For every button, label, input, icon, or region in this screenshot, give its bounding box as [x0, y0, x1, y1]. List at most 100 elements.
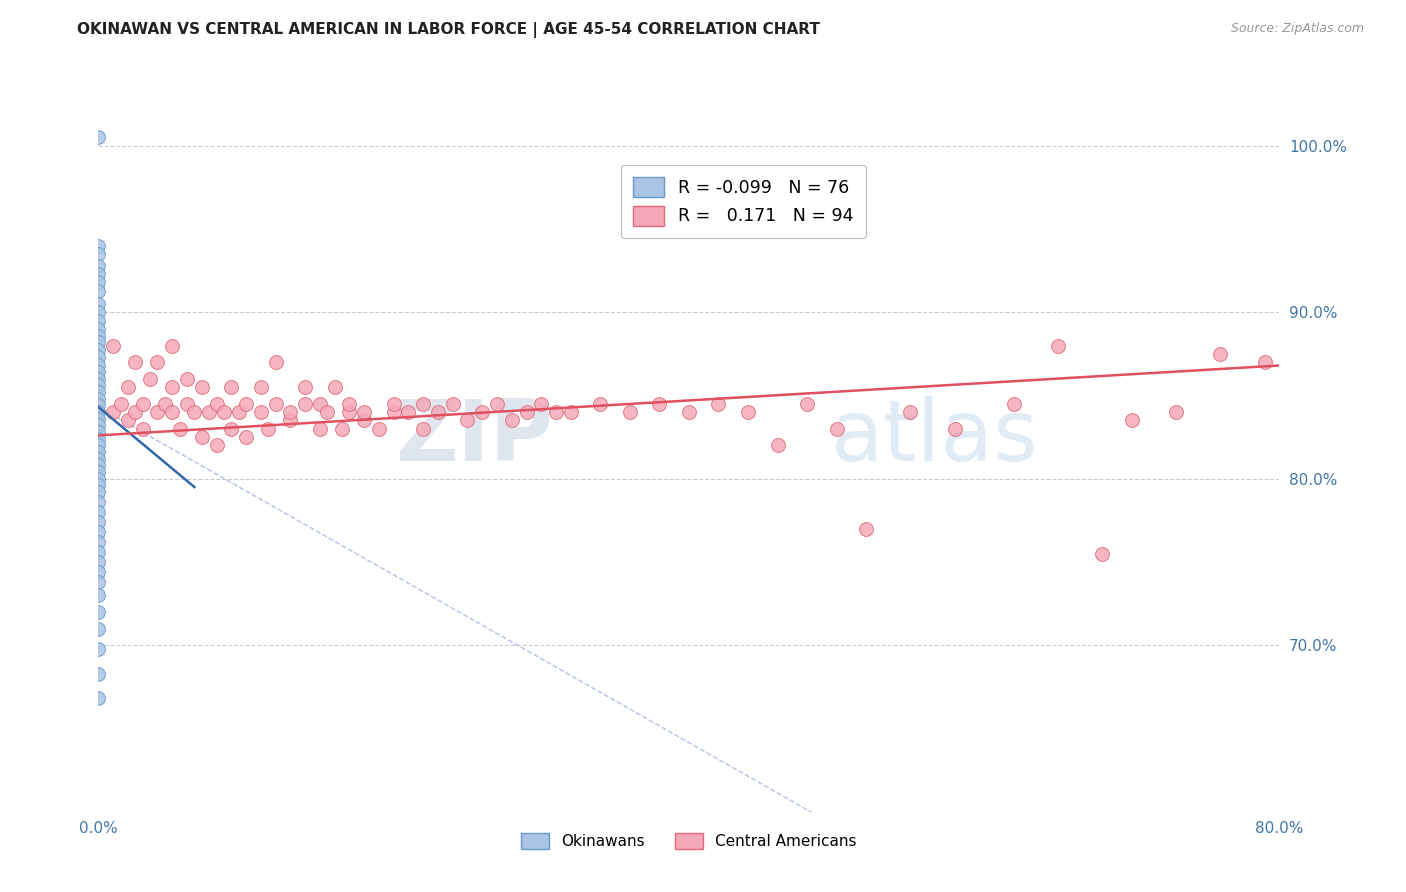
Point	[457, 413, 479, 427]
Point	[191, 380, 214, 394]
Point	[471, 405, 494, 419]
Point	[87, 305, 110, 319]
Point	[87, 238, 110, 252]
Point	[87, 297, 110, 311]
Point	[183, 405, 205, 419]
Point	[707, 397, 730, 411]
Point	[87, 565, 110, 579]
Point	[382, 405, 405, 419]
Point	[87, 350, 110, 364]
Point	[87, 524, 110, 539]
Point	[264, 397, 287, 411]
Point	[87, 545, 110, 559]
Point	[87, 515, 110, 529]
Point	[943, 422, 966, 436]
Point	[87, 259, 110, 273]
Point	[124, 355, 146, 369]
Point	[309, 422, 332, 436]
Point	[162, 405, 183, 419]
Point	[87, 535, 110, 549]
Point	[87, 445, 110, 459]
Point	[294, 380, 316, 394]
Point	[87, 411, 110, 425]
Point	[87, 418, 110, 433]
Point	[153, 397, 176, 411]
Point	[501, 413, 523, 427]
Point	[87, 451, 110, 466]
Point	[87, 574, 110, 589]
Point	[87, 328, 110, 343]
Point	[619, 405, 641, 419]
Point	[87, 267, 110, 281]
Point	[87, 372, 110, 386]
Point	[294, 397, 316, 411]
Point	[516, 405, 538, 419]
Point	[132, 422, 155, 436]
Point	[87, 458, 110, 473]
Text: atlas: atlas	[831, 395, 1039, 479]
Point	[205, 397, 228, 411]
Text: ZIP: ZIP	[395, 395, 553, 479]
Point	[87, 130, 110, 145]
Point	[427, 405, 450, 419]
Point	[87, 313, 110, 327]
Legend: Okinawans, Central Americans: Okinawans, Central Americans	[513, 825, 865, 856]
Point	[228, 405, 250, 419]
Point	[87, 425, 110, 439]
Point	[87, 666, 110, 681]
Point	[1209, 347, 1232, 361]
Point	[1121, 413, 1143, 427]
Point	[280, 413, 302, 427]
Point	[441, 397, 464, 411]
Point	[368, 422, 391, 436]
Point	[678, 405, 700, 419]
Point	[1091, 547, 1114, 561]
Point	[1166, 405, 1188, 419]
Point	[205, 438, 228, 452]
Point	[87, 365, 110, 379]
Point	[87, 555, 110, 569]
Point	[162, 338, 183, 352]
Point	[796, 397, 818, 411]
Point	[87, 322, 110, 336]
Point	[146, 355, 169, 369]
Point	[87, 438, 110, 452]
Point	[87, 335, 110, 350]
Point	[87, 275, 110, 289]
Point	[87, 478, 110, 492]
Point	[110, 397, 132, 411]
Point	[353, 405, 375, 419]
Point	[162, 380, 183, 394]
Point	[87, 495, 110, 509]
Point	[198, 405, 221, 419]
Point	[87, 392, 110, 406]
Point	[339, 405, 361, 419]
Point	[87, 588, 110, 602]
Point	[146, 405, 169, 419]
Point	[589, 397, 612, 411]
Point	[87, 405, 110, 419]
Point	[648, 397, 671, 411]
Point	[87, 465, 110, 479]
Point	[139, 372, 162, 386]
Point	[176, 397, 198, 411]
Point	[398, 405, 420, 419]
Point	[117, 380, 139, 394]
Point	[87, 247, 110, 261]
Point	[87, 284, 110, 298]
Point	[280, 405, 302, 419]
Point	[353, 413, 375, 427]
Point	[900, 405, 922, 419]
Point	[87, 399, 110, 413]
Point	[235, 430, 257, 444]
Point	[87, 505, 110, 519]
Point	[339, 397, 361, 411]
Point	[412, 397, 434, 411]
Point	[87, 359, 110, 373]
Text: OKINAWAN VS CENTRAL AMERICAN IN LABOR FORCE | AGE 45-54 CORRELATION CHART: OKINAWAN VS CENTRAL AMERICAN IN LABOR FO…	[77, 22, 820, 38]
Point	[87, 641, 110, 656]
Point	[221, 380, 243, 394]
Point	[87, 472, 110, 486]
Point	[855, 522, 877, 536]
Point	[87, 432, 110, 446]
